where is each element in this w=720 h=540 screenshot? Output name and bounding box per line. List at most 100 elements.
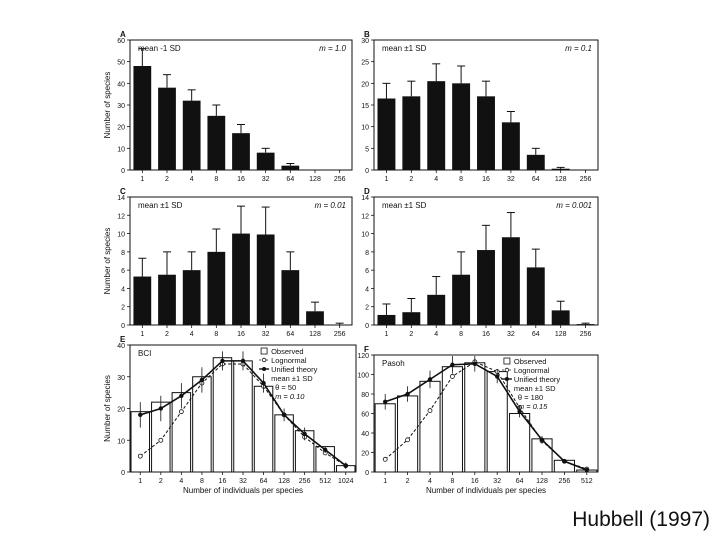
unified-point [220,358,225,364]
x-axis-label: Number of individuals per species [183,486,303,495]
legend-lognormal-marker [504,367,510,373]
bar [501,237,520,325]
bar [281,270,300,325]
y-tick-label: 0 [121,470,125,477]
y-tick-label: 6 [121,268,125,275]
x-tick-label: 2 [159,478,163,485]
unified-point [383,399,388,404]
unified-line [384,362,588,471]
legend-unified-marker [504,377,509,381]
unified-point [584,467,589,473]
legend-theta: θ = 50 [275,383,296,392]
x-tick-label: 128 [309,331,321,338]
unified-point [472,361,477,366]
legend-observed-swatch [260,347,268,355]
observed-bar [531,438,553,473]
lognormal-point [158,437,164,443]
legend-observed-swatch [503,357,511,365]
y-tick-label: 10 [117,438,125,445]
x-tick-label: 128 [536,478,548,485]
bar [158,274,176,325]
y-tick-label: 10 [117,232,125,239]
site-label: Pasoh [382,359,405,368]
y-tick-label: 120 [357,353,369,360]
y-tick-label: 2 [121,305,125,312]
observed-bar [464,362,486,473]
legend-m: m = 0.10 [275,392,305,401]
y-tick-label: 2 [365,305,369,312]
x-tick-label: 4 [179,478,183,485]
x-tick-label: 8 [214,176,218,183]
y-tick-label: 10 [361,125,369,132]
bar [551,310,570,325]
x-tick-label: 256 [559,478,571,485]
bar [402,96,421,170]
x-tick-label: 64 [516,478,524,485]
x-tick-label: 1 [384,176,388,183]
legend-lognormal: Lognormal [271,356,307,365]
unified-point [343,463,348,468]
legend-theta: θ = 180 [518,393,543,402]
x-tick-label: 8 [200,478,204,485]
x-tick-label: 1 [138,478,142,485]
observed-bar [212,357,233,473]
unified-point [427,377,433,382]
bar [256,152,275,170]
bar [427,294,446,325]
lognormal-point [427,408,433,413]
x-tick-label: 8 [459,176,463,183]
unified-point [261,380,266,386]
x-tick-label: 32 [262,331,270,338]
unified-point [517,409,522,414]
y-tick-label: 8 [365,250,369,257]
x-tick-label: 8 [450,478,454,485]
y-tick-label: 25 [361,60,369,67]
y-tick-label: 80 [361,392,369,399]
m-label: m = 1.0 [319,44,346,53]
x-tick-label: 2 [165,331,169,338]
bar [526,267,545,325]
lognormal-point [405,437,411,443]
x-tick-label: 256 [580,176,592,183]
bar [402,312,421,325]
bar [427,81,446,170]
y-tick-label: 60 [117,38,125,45]
bar [207,251,226,325]
bar [377,98,396,170]
x-tick-label: 2 [165,176,169,183]
y-tick-label: 4 [121,286,125,293]
x-axis-label: Number of individuals per species [426,486,546,495]
x-tick-label: 32 [239,478,247,485]
x-tick-label: 64 [532,176,540,183]
legend-observed: Observed [514,357,547,366]
panel-f: F 0 20 40 60 80 100 120 1 2 4 8 16 32 64 128 256 512 Numbe… [357,345,599,495]
bar [576,324,595,325]
bar [501,122,520,170]
bar [551,168,570,170]
panel-label: F [364,345,369,354]
panel-label: E [120,335,126,344]
y-tick-label: 0 [121,168,125,175]
bar [182,100,201,170]
unified-point [179,393,184,398]
y-tick-label: 50 [117,60,125,67]
bar [256,234,275,325]
x-tick-label: 8 [459,331,463,338]
x-tick-label: 32 [507,331,515,338]
y-tick-label: 12 [361,213,369,220]
legend-stat: mean ±1 SD [514,384,556,393]
y-tick-label: 0 [365,470,369,477]
y-axis-label: Number of species [103,228,112,295]
x-tick-label: 16 [237,176,245,183]
y-tick-label: 20 [361,451,369,458]
unified-point [405,391,410,397]
stat-label: mean ±1 SD [382,44,427,53]
bar [281,165,300,170]
x-tick-label: 512 [319,478,331,485]
x-tick-label: 4 [190,331,194,338]
unified-point [158,406,164,411]
y-tick-label: 60 [361,412,369,419]
y-tick-label: 20 [117,407,125,414]
